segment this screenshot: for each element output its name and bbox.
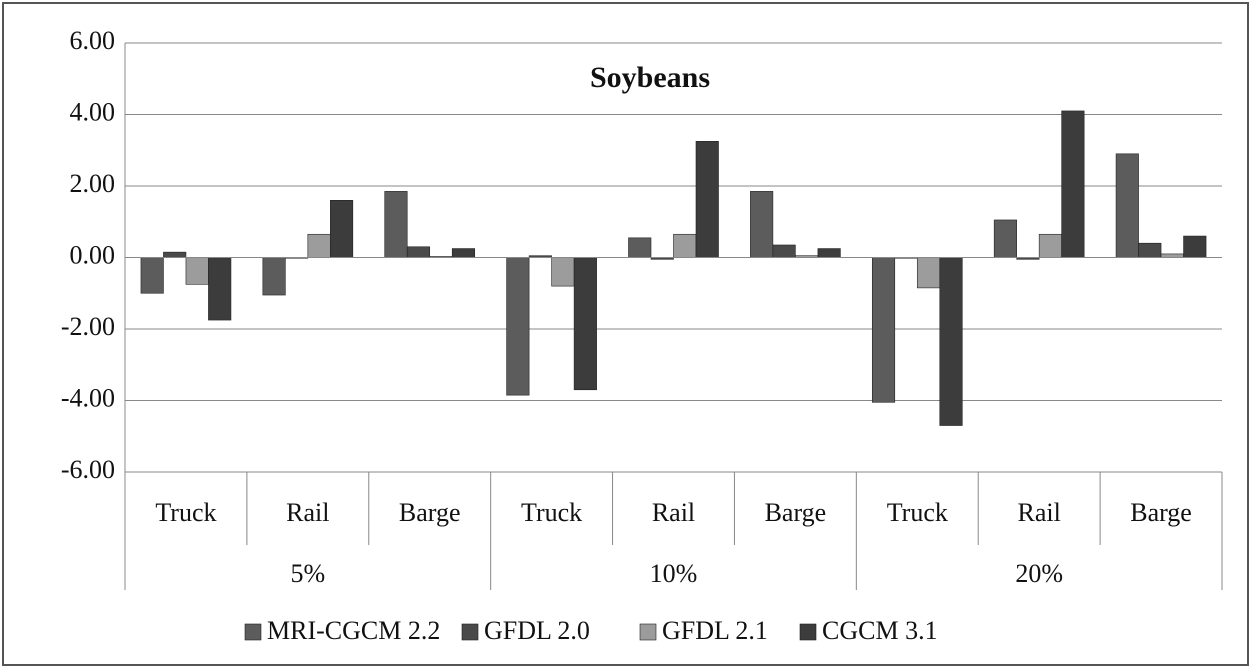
y-tick-label: -2.00 bbox=[61, 312, 115, 341]
bar bbox=[1115, 153, 1139, 258]
x-tick-label: Barge bbox=[399, 498, 461, 527]
y-tick-label: -6.00 bbox=[61, 455, 115, 484]
y-tick-label: 6.00 bbox=[70, 26, 116, 55]
bar bbox=[628, 237, 652, 258]
x-tick-label: Rail bbox=[652, 498, 695, 527]
y-tick-label: -4.00 bbox=[61, 383, 115, 412]
bar bbox=[185, 257, 209, 285]
legend-swatch bbox=[639, 623, 657, 641]
group-label: 10% bbox=[650, 559, 698, 588]
bar bbox=[208, 257, 232, 321]
bar bbox=[916, 257, 941, 289]
x-tick-label: Truck bbox=[155, 498, 216, 527]
bar bbox=[673, 233, 697, 258]
chart-title: Soybeans bbox=[590, 61, 710, 94]
bar bbox=[330, 200, 354, 258]
legend-label: MRI-CGCM 2.2 bbox=[267, 616, 440, 645]
group-label: 20% bbox=[1015, 559, 1063, 588]
bar bbox=[506, 257, 530, 396]
y-tick-label: 0.00 bbox=[70, 240, 116, 269]
legend-swatch bbox=[244, 623, 262, 641]
bar bbox=[1061, 110, 1085, 258]
group-label: 5% bbox=[290, 559, 325, 588]
bar bbox=[993, 219, 1017, 258]
legend-swatch bbox=[799, 623, 817, 641]
legend-label: GFDL 2.1 bbox=[662, 616, 768, 645]
bar bbox=[140, 257, 164, 294]
bar bbox=[307, 233, 331, 258]
bar bbox=[451, 248, 476, 258]
bar bbox=[1038, 233, 1062, 258]
bar bbox=[406, 246, 431, 258]
x-tick-label: Rail bbox=[1017, 498, 1060, 527]
bar bbox=[750, 191, 774, 258]
bar bbox=[1160, 253, 1184, 258]
x-tick-label: Truck bbox=[887, 498, 948, 527]
y-tick-label: 4.00 bbox=[70, 97, 116, 126]
bar bbox=[262, 257, 286, 296]
legend-label: CGCM 3.1 bbox=[822, 616, 938, 645]
bar bbox=[817, 248, 841, 258]
bar bbox=[939, 257, 963, 426]
x-tick-label: Barge bbox=[765, 498, 827, 527]
x-tick-label: Truck bbox=[521, 498, 582, 527]
bar bbox=[551, 257, 575, 287]
bar bbox=[1138, 242, 1162, 258]
y-tick-label: 2.00 bbox=[70, 169, 116, 198]
bar bbox=[871, 257, 896, 403]
bar bbox=[695, 141, 719, 258]
bar bbox=[163, 251, 187, 258]
bar bbox=[573, 257, 597, 391]
bar bbox=[772, 244, 796, 258]
x-tick-label: Rail bbox=[286, 498, 329, 527]
legend-swatch bbox=[461, 623, 479, 641]
bar bbox=[384, 191, 408, 258]
x-tick-label: Barge bbox=[1130, 498, 1192, 527]
bar bbox=[1183, 235, 1207, 258]
legend-label: GFDL 2.0 bbox=[484, 616, 590, 645]
